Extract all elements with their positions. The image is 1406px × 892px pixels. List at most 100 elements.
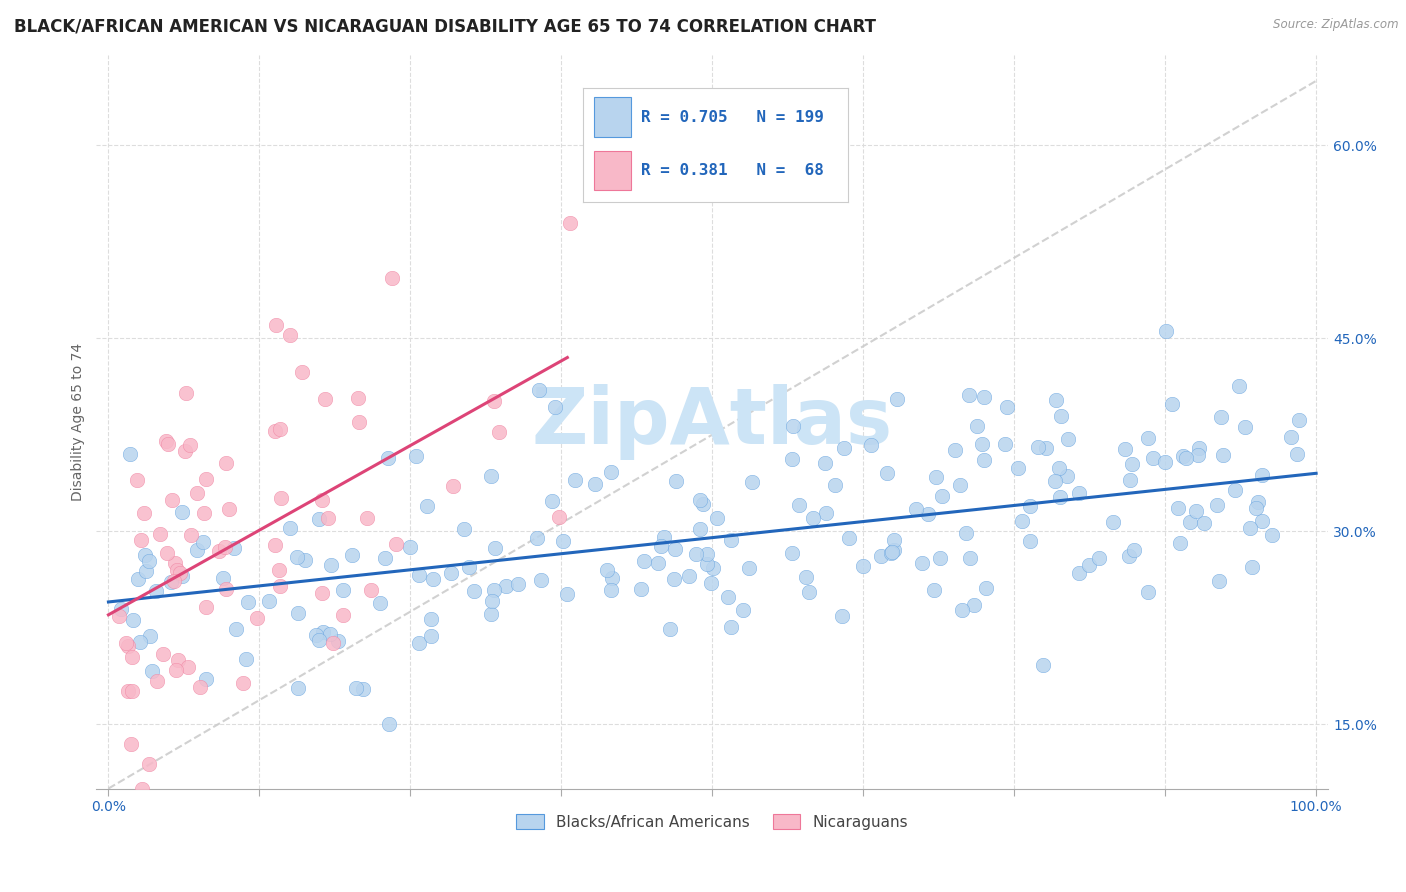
Point	[180, 527, 202, 541]
Point	[544, 400, 567, 414]
Point	[121, 613, 143, 627]
Point	[950, 603, 973, 617]
Point	[129, 635, 152, 649]
Point	[127, 573, 149, 587]
Point	[264, 424, 287, 438]
Point	[1136, 431, 1159, 445]
Point	[408, 567, 430, 582]
Point	[169, 566, 191, 581]
Point	[564, 474, 586, 488]
Point	[138, 629, 160, 643]
Point	[215, 582, 238, 596]
Point	[186, 543, 208, 558]
Point	[1178, 516, 1201, 530]
Point	[824, 478, 846, 492]
Point	[1174, 450, 1197, 465]
Point	[211, 571, 233, 585]
Point	[155, 434, 177, 449]
Point	[374, 551, 396, 566]
Point	[458, 560, 481, 574]
Point	[583, 476, 606, 491]
Point	[508, 577, 530, 591]
Point	[415, 499, 437, 513]
Point	[541, 494, 564, 508]
Point	[160, 574, 183, 589]
Point	[166, 653, 188, 667]
Point	[720, 620, 742, 634]
Point	[717, 590, 740, 604]
Point	[664, 542, 686, 557]
Point	[269, 579, 291, 593]
Point	[440, 566, 463, 581]
Point	[121, 650, 143, 665]
Point	[368, 596, 391, 610]
Point	[131, 781, 153, 796]
Point	[344, 681, 367, 695]
Text: BLACK/AFRICAN AMERICAN VS NICARAGUAN DISABILITY AGE 65 TO 74 CORRELATION CHART: BLACK/AFRICAN AMERICAN VS NICARAGUAN DIS…	[14, 18, 876, 36]
Text: Source: ZipAtlas.com: Source: ZipAtlas.com	[1274, 18, 1399, 31]
Point	[138, 554, 160, 568]
Point	[218, 502, 240, 516]
Point	[441, 479, 464, 493]
Point	[959, 551, 981, 566]
Point	[156, 546, 179, 560]
Point	[186, 485, 208, 500]
Point	[692, 497, 714, 511]
Point	[115, 636, 138, 650]
Point	[665, 474, 688, 488]
Point	[1035, 441, 1057, 455]
Point	[966, 419, 988, 434]
Point	[1026, 440, 1049, 454]
Point	[973, 390, 995, 404]
Point	[157, 437, 180, 451]
Point	[360, 582, 382, 597]
Point	[995, 400, 1018, 414]
Point	[780, 452, 803, 467]
Point	[170, 569, 193, 583]
Point	[931, 489, 953, 503]
Point	[121, 684, 143, 698]
Point	[876, 467, 898, 481]
Point	[963, 598, 986, 612]
Point	[832, 441, 855, 455]
Point	[1208, 574, 1230, 589]
Point	[1050, 409, 1073, 423]
Point	[194, 472, 217, 486]
Point	[138, 757, 160, 772]
Point	[285, 549, 308, 564]
Point	[484, 393, 506, 408]
Point	[1087, 550, 1109, 565]
Point	[685, 548, 707, 562]
Point	[910, 556, 932, 570]
Point	[957, 388, 980, 402]
Point	[236, 595, 259, 609]
Point	[312, 624, 335, 639]
Point	[706, 511, 728, 525]
Point	[815, 506, 838, 520]
Point	[188, 680, 211, 694]
Point	[208, 544, 231, 558]
Point	[135, 564, 157, 578]
Point	[1011, 514, 1033, 528]
Point	[1239, 521, 1261, 535]
Point	[152, 647, 174, 661]
Point	[794, 570, 817, 584]
Point	[194, 673, 217, 687]
Point	[1185, 503, 1208, 517]
Point	[925, 470, 948, 484]
Point	[495, 579, 517, 593]
Point	[120, 447, 142, 461]
Point	[880, 546, 903, 560]
Point	[481, 594, 503, 608]
Point	[399, 541, 422, 555]
Point	[1247, 494, 1270, 508]
Point	[630, 582, 652, 596]
Point	[973, 453, 995, 467]
Point	[738, 561, 761, 575]
Point	[332, 608, 354, 623]
Point	[408, 635, 430, 649]
Point	[801, 511, 824, 525]
Point	[110, 601, 132, 615]
Point	[1168, 536, 1191, 550]
Point	[232, 676, 254, 690]
